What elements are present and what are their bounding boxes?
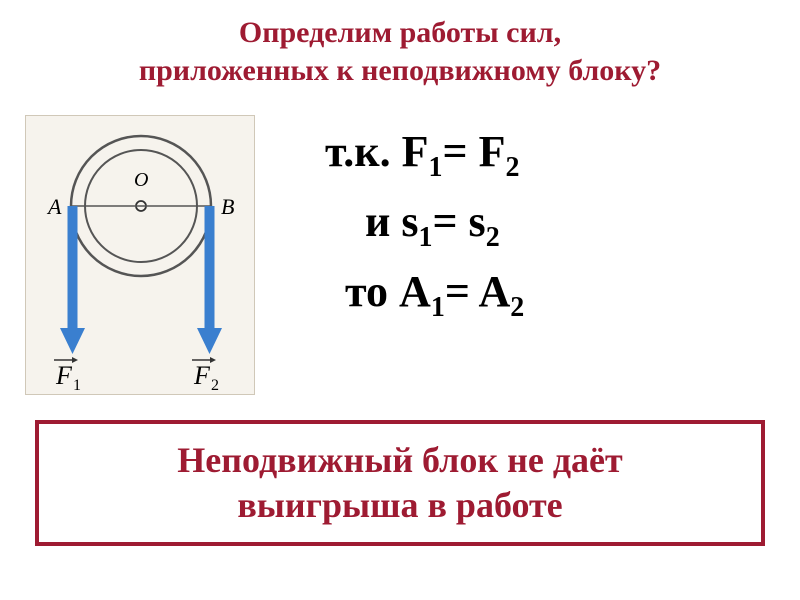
- pulley-diagram: A B O F 1 F 2: [25, 115, 255, 395]
- conclusion-text: Неподвижный блок не даёт выигрыша в рабо…: [47, 438, 753, 528]
- label-F1: F: [55, 361, 73, 390]
- formula-1: т.к. F1= F2: [265, 119, 800, 189]
- conclusion-box: Неподвижный блок не даёт выигрыша в рабо…: [35, 420, 765, 546]
- title-line-2: приложенных к неподвижному блоку?: [139, 54, 661, 87]
- slide-title: Определим работы сил, приложенных к непо…: [0, 0, 800, 89]
- label-A: A: [46, 194, 62, 219]
- label-F1-sub: 1: [73, 377, 81, 394]
- formulas-block: т.к. F1= F2 и s1= s2 то A1= A2: [255, 107, 800, 328]
- content-area: A B O F 1 F 2 т.к. F1= F2 и s1= s2 то A1…: [0, 107, 800, 395]
- title-line-1: Определим работы сил,: [239, 16, 561, 49]
- label-B: B: [221, 194, 234, 219]
- formula-3: то A1= A2: [265, 259, 800, 329]
- label-O: O: [134, 169, 148, 191]
- formula-2: и s1= s2: [265, 189, 800, 259]
- pulley-svg: A B O F 1 F 2: [26, 116, 256, 396]
- label-F2: F: [193, 361, 211, 390]
- label-F2-sub: 2: [211, 377, 219, 394]
